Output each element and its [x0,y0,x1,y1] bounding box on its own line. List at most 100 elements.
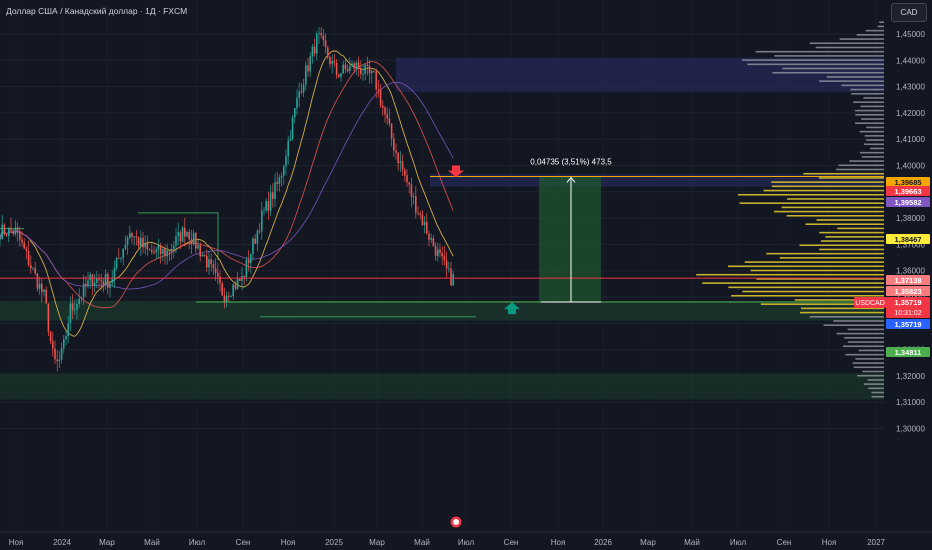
candle-body [250,253,252,264]
candle-body [93,282,96,286]
candle-body [443,255,446,261]
candle-body [338,74,340,77]
volume-bar [826,76,884,78]
price-axis[interactable]: 1,45000 1,44000 1,43000 1,42000 1,41000 1,400… [884,0,932,532]
price-tick-label: 1,40000 [896,162,925,171]
volume-bar [727,265,884,268]
candle-body [236,278,239,289]
candle-body [175,236,177,246]
price-label: 1,39685 [894,178,921,187]
volume-bar [863,383,884,385]
candle-body [274,182,276,199]
countdown-label: 10:31:02 [894,310,921,317]
moving-average-line [0,61,454,309]
candle-body [122,248,124,259]
candle-body [316,33,318,54]
volume-bar [856,34,884,36]
candle-body [390,123,393,139]
volume-bar [794,299,884,301]
candle-body [417,212,419,214]
time-tick-label: 2024 [53,538,71,547]
volume-bar [867,379,884,381]
candle-body [166,250,168,257]
candle-body [223,295,226,302]
candle-body [430,238,432,240]
candle-body [382,105,384,108]
candle-body [14,227,17,234]
candle-body [190,239,193,244]
volume-bar [845,353,884,356]
candle-body [164,249,166,257]
candle-body [52,341,54,349]
candle-body [10,227,12,231]
price-tick-label: 1,45000 [896,30,925,39]
candle-body [124,244,127,249]
candle-body [155,249,157,253]
volume-bar [782,67,884,70]
price-label: 1,34811 [895,348,922,357]
candle-body [19,231,21,240]
candle-body [252,238,254,254]
volume-bar [863,97,884,99]
volume-bar [819,231,884,234]
time-tick-label: Июл [458,538,475,547]
volume-bar [805,223,884,226]
currency-button[interactable]: CAD [891,3,927,22]
volume-bar [859,130,884,133]
volume-bar [836,332,884,335]
volume-bar [855,122,884,125]
candle-body [162,249,164,254]
volume-bar [786,214,884,217]
candle-body [115,257,118,268]
candle-body [98,278,100,280]
candle-body [63,339,65,349]
volume-bar [750,269,884,272]
volume-bar [747,63,884,66]
candle-body [30,265,32,269]
price-label: 1,37138 [894,276,921,285]
candle-body [373,70,375,72]
candle-body [322,35,325,41]
candle-body [399,161,402,164]
candle-body [109,283,111,288]
time-axis[interactable]: Ноя 2024 Мар Май Июл Сен Ноя 2025 Мар Май Июл Сен Но… [0,531,932,550]
volume-bar [859,151,884,154]
candle-body [12,230,14,234]
candle-body [289,138,292,141]
candle-body [197,245,199,249]
supply-zone-upper [396,57,884,92]
volume-bar [815,46,884,49]
candle-body [302,84,305,93]
volume-bar [781,206,884,209]
candle-body [135,236,138,238]
candle-body [54,348,56,360]
candle-body [157,245,160,250]
volume-bar [862,370,884,373]
volume-bar [742,290,884,293]
candle-body [195,232,197,249]
volume-bar [866,126,884,129]
candle-body [107,274,109,288]
candle-body [452,273,454,286]
candle-body [129,233,131,238]
candle-body [186,231,188,237]
candle-body [333,60,336,63]
candle-body [419,213,421,215]
candle-body [43,289,45,292]
volume-bar [799,311,884,314]
current-price-label: 1,35719 [894,298,921,307]
volume-bar [853,101,884,103]
time-tick-label: Июл [730,538,747,547]
volume-bar [819,80,884,82]
candle-body [5,234,8,236]
volume-bar [820,240,884,242]
candle-body [133,236,135,238]
candle-body [287,140,289,157]
volume-bar [728,286,884,289]
candle-body [32,268,34,270]
volume-bar [763,189,884,192]
candle-body [395,150,397,153]
candle-body [267,201,270,211]
